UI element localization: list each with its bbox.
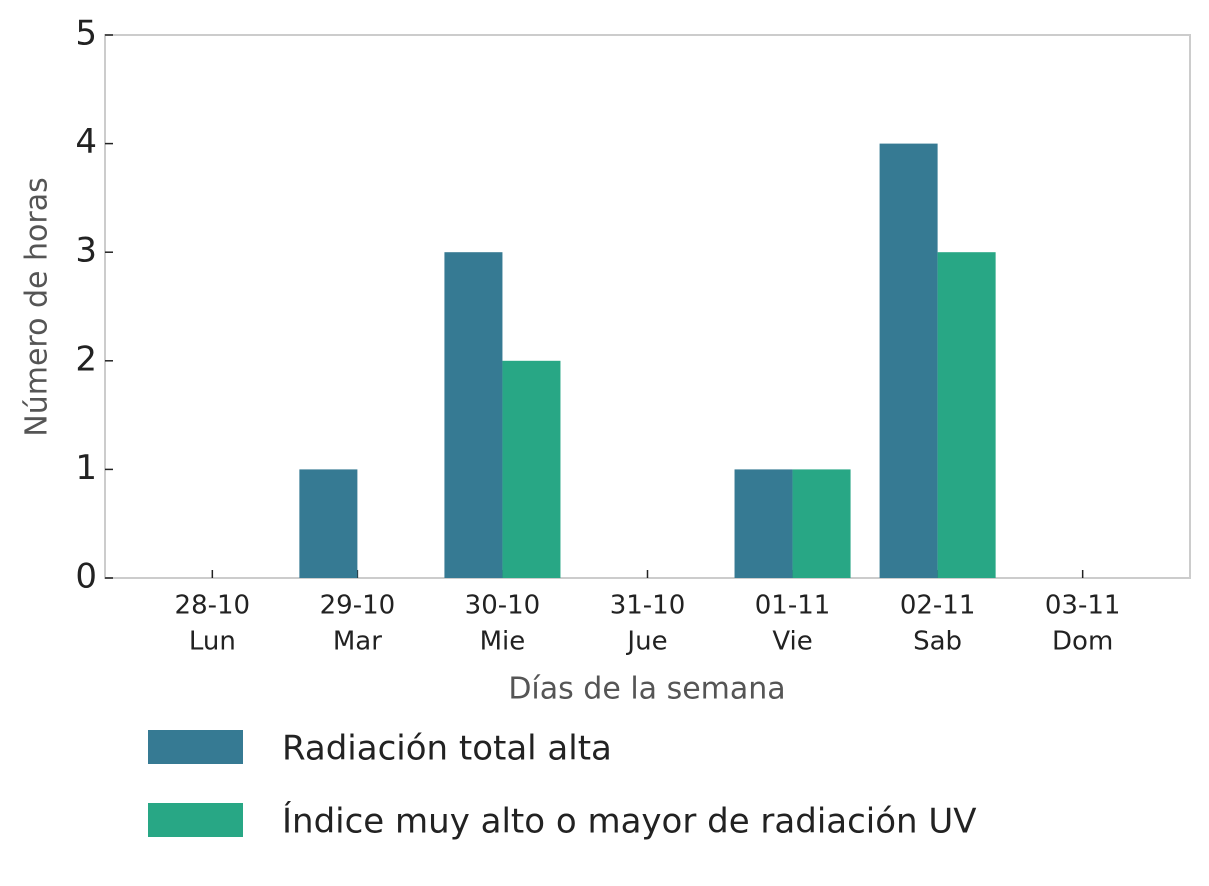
bar: [734, 469, 793, 578]
bar: [444, 252, 503, 578]
y-tick-label: 2: [75, 339, 97, 379]
y-tick-label: 5: [75, 14, 97, 54]
x-tick-label: Lun: [189, 627, 236, 657]
bar: [879, 143, 938, 578]
legend-swatch: [148, 803, 243, 837]
legend-label: Radiación total alta: [282, 729, 612, 769]
x-tick-label: Jue: [625, 627, 667, 657]
x-tick-label: Mie: [480, 627, 526, 657]
x-tick-label: 02-11: [900, 591, 976, 621]
x-axis-label: Días de la semana: [508, 672, 785, 707]
x-tick-label: Mar: [333, 627, 382, 657]
y-tick-label: 0: [75, 557, 97, 597]
x-tick-label: Dom: [1052, 627, 1113, 657]
x-tick-label: 30-10: [465, 591, 541, 621]
bar: [299, 469, 358, 578]
legend-label: Índice muy alto o mayor de radiación UV: [282, 801, 977, 842]
y-tick-label: 1: [75, 448, 97, 488]
x-tick-label: 03-11: [1045, 591, 1121, 621]
x-tick-label: 01-11: [755, 591, 831, 621]
y-tick-label: 3: [75, 231, 97, 271]
legend-swatch: [148, 730, 243, 764]
bar: [502, 360, 561, 578]
y-axis-label: Número de horas: [20, 177, 55, 436]
plot-frame: [104, 34, 1191, 579]
bar: [937, 252, 996, 578]
x-tick-label: 31-10: [610, 591, 686, 621]
x-tick-label: 29-10: [320, 591, 396, 621]
y-tick-label: 4: [75, 122, 97, 162]
bar: [792, 469, 851, 578]
x-tick-label: Sab: [913, 627, 962, 657]
x-tick-label: Vie: [772, 627, 812, 657]
x-tick-label: 28-10: [175, 591, 251, 621]
